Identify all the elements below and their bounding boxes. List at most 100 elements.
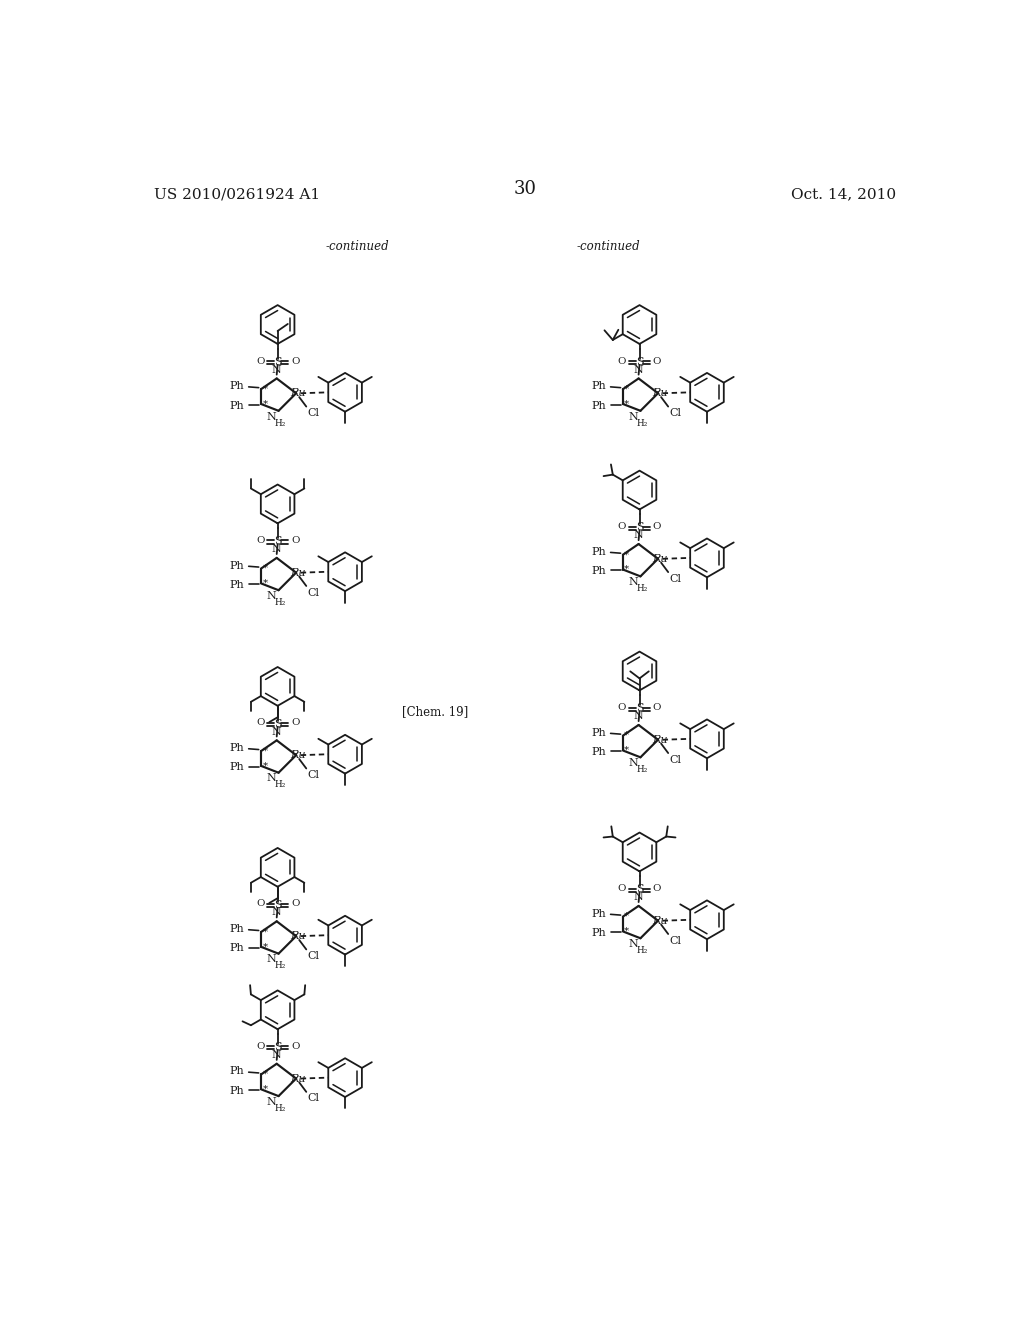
Text: *: *: [262, 384, 267, 393]
Text: Ph: Ph: [229, 924, 244, 935]
Text: Ph: Ph: [229, 1086, 244, 1096]
Text: Ph: Ph: [229, 561, 244, 570]
Text: N: N: [266, 591, 276, 601]
Text: Ph: Ph: [591, 747, 606, 756]
Text: Ph: Ph: [591, 546, 606, 557]
Text: O: O: [256, 1041, 264, 1051]
Text: S: S: [273, 356, 282, 367]
Text: Ph: Ph: [229, 763, 244, 772]
Text: *: *: [262, 942, 267, 952]
Text: *: *: [262, 1071, 267, 1078]
Text: Ru: Ru: [290, 750, 305, 760]
Text: O: O: [653, 356, 662, 366]
Text: N: N: [266, 1097, 276, 1107]
Text: Ru: Ru: [652, 916, 668, 925]
Text: *: *: [625, 565, 630, 574]
Text: N: N: [271, 1049, 282, 1060]
Text: O: O: [256, 718, 264, 727]
Text: Ph: Ph: [591, 928, 606, 939]
Text: N: N: [271, 726, 282, 737]
Text: *: *: [625, 746, 630, 755]
Text: *: *: [262, 400, 267, 408]
Text: *: *: [262, 762, 267, 771]
Text: Ru: Ru: [290, 568, 305, 578]
Text: Ph: Ph: [229, 743, 244, 752]
Text: Ru: Ru: [290, 1073, 305, 1084]
Text: Cl: Cl: [308, 1093, 319, 1104]
Text: S: S: [273, 1041, 282, 1052]
Text: Ru: Ru: [290, 388, 305, 399]
Text: O: O: [653, 704, 662, 711]
Text: N: N: [629, 577, 638, 587]
Text: N: N: [271, 364, 282, 375]
Text: *: *: [262, 1085, 267, 1094]
Text: Cl: Cl: [308, 770, 319, 780]
Text: *: *: [625, 912, 630, 921]
Text: O: O: [291, 536, 299, 545]
Text: -continued: -continued: [577, 240, 640, 253]
Text: Ru: Ru: [652, 388, 668, 399]
Text: *: *: [625, 400, 630, 408]
Text: Ph: Ph: [591, 727, 606, 738]
Text: H₂: H₂: [274, 961, 286, 970]
Text: O: O: [291, 356, 299, 366]
Text: Ph: Ph: [229, 1067, 244, 1076]
Text: N: N: [271, 544, 282, 554]
Text: H₂: H₂: [274, 598, 286, 607]
Text: N: N: [629, 412, 638, 421]
Text: Cl: Cl: [308, 408, 319, 418]
Text: US 2010/0261924 A1: US 2010/0261924 A1: [154, 187, 319, 202]
Text: Ph: Ph: [229, 400, 244, 411]
Text: Cl: Cl: [308, 950, 319, 961]
Text: *: *: [262, 579, 267, 587]
Text: O: O: [256, 899, 264, 908]
Text: Ph: Ph: [591, 400, 606, 411]
Text: N: N: [266, 774, 276, 784]
Text: Ph: Ph: [591, 381, 606, 391]
Text: Ph: Ph: [591, 908, 606, 919]
Text: N: N: [266, 954, 276, 965]
Text: N: N: [629, 758, 638, 768]
Text: Ph: Ph: [591, 566, 606, 576]
Text: N: N: [634, 364, 643, 375]
Text: Ph: Ph: [229, 381, 244, 391]
Text: Cl: Cl: [670, 408, 682, 418]
Text: H₂: H₂: [274, 780, 286, 789]
Text: N: N: [271, 907, 282, 917]
Text: *: *: [625, 550, 630, 560]
Text: O: O: [617, 523, 627, 531]
Text: N: N: [266, 412, 276, 421]
Text: H₂: H₂: [636, 418, 647, 428]
Text: H₂: H₂: [636, 946, 647, 954]
Text: N: N: [629, 939, 638, 949]
Text: Cl: Cl: [670, 755, 682, 764]
Text: -continued: -continued: [326, 240, 389, 253]
Text: Ph: Ph: [229, 579, 244, 590]
Text: N: N: [634, 531, 643, 540]
Text: *: *: [625, 384, 630, 393]
Text: S: S: [636, 704, 643, 713]
Text: *: *: [262, 928, 267, 936]
Text: *: *: [625, 731, 630, 741]
Text: Ru: Ru: [652, 735, 668, 744]
Text: H₂: H₂: [636, 583, 647, 593]
Text: Cl: Cl: [670, 936, 682, 945]
Text: O: O: [291, 718, 299, 727]
Text: *: *: [262, 564, 267, 573]
Text: S: S: [273, 718, 282, 729]
Text: N: N: [634, 711, 643, 721]
Text: S: S: [636, 356, 643, 367]
Text: O: O: [617, 884, 627, 894]
Text: H₂: H₂: [636, 766, 647, 774]
Text: O: O: [617, 704, 627, 711]
Text: Ph: Ph: [229, 944, 244, 953]
Text: O: O: [291, 899, 299, 908]
Text: O: O: [256, 536, 264, 545]
Text: [Chem. 19]: [Chem. 19]: [401, 705, 468, 718]
Text: S: S: [273, 900, 282, 909]
Text: Ru: Ru: [290, 931, 305, 941]
Text: S: S: [636, 523, 643, 532]
Text: *: *: [262, 747, 267, 755]
Text: O: O: [617, 356, 627, 366]
Text: Oct. 14, 2010: Oct. 14, 2010: [791, 187, 896, 202]
